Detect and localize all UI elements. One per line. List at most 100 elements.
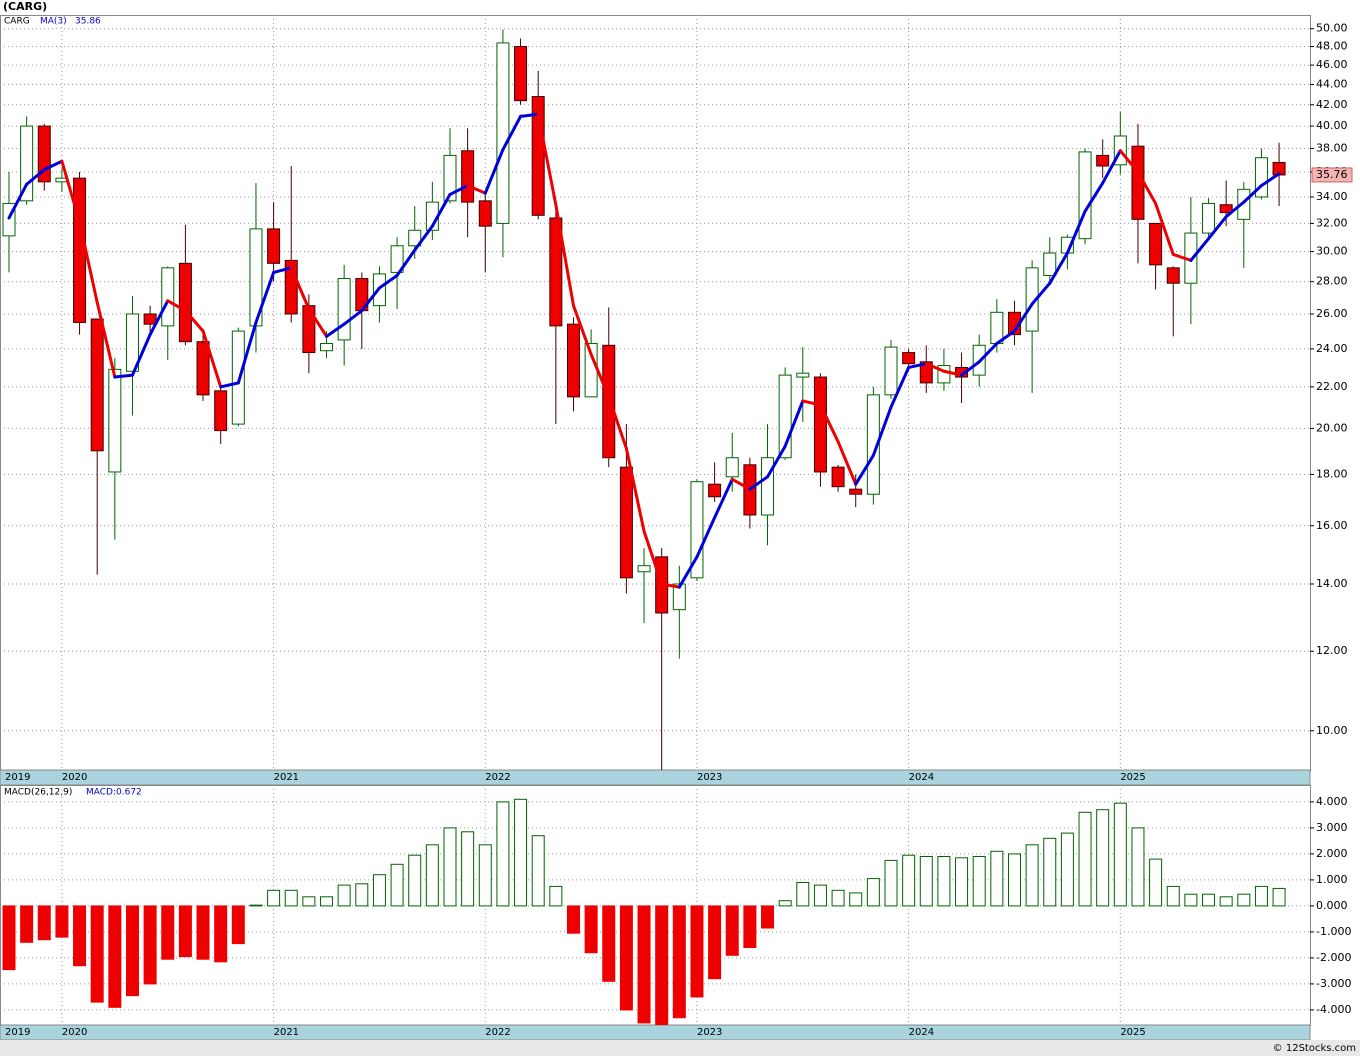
ma-segment	[307, 307, 329, 338]
macd-bar	[813, 884, 827, 907]
macd-bar	[602, 905, 616, 982]
ma-segment	[642, 529, 664, 586]
ma-segment	[148, 299, 170, 337]
x-tick-label: 2023	[697, 772, 722, 783]
candle-body	[443, 154, 457, 202]
macd-bar	[514, 798, 528, 907]
macd-bar	[1078, 811, 1092, 907]
last-price-box	[1311, 167, 1353, 183]
macd-bar	[778, 900, 792, 907]
macd-bar	[725, 905, 739, 956]
candle-body	[708, 483, 722, 498]
macd-bar	[955, 857, 969, 907]
y-tick-label: 28.00	[1316, 275, 1348, 288]
y-tick-label: 46.00	[1316, 58, 1348, 71]
y-tick-label: -2.000	[1316, 951, 1351, 964]
candle-body	[549, 217, 563, 327]
ma-segment	[519, 112, 540, 118]
macd-bar	[302, 896, 316, 907]
macd-bar	[55, 905, 69, 938]
macd-bar	[743, 905, 757, 949]
candle-body	[161, 267, 175, 327]
candle-body	[478, 200, 492, 227]
ma-segment	[7, 182, 29, 220]
y-tick-label: 50.00	[1316, 22, 1348, 35]
macd-bar	[161, 905, 175, 960]
macd-bar	[108, 905, 122, 1008]
ma-segment	[1189, 237, 1211, 262]
ma-segment	[907, 362, 928, 369]
candle-body	[1237, 188, 1251, 220]
y-tick-label: 34.00	[1316, 190, 1348, 203]
ma-segment	[1065, 209, 1087, 255]
macd-bar	[320, 896, 334, 907]
macd-bar	[549, 885, 563, 907]
macd-bar	[20, 905, 34, 943]
ma-segment	[1101, 149, 1122, 185]
ma-segment	[1136, 170, 1158, 205]
macd-bar	[390, 863, 404, 907]
ma-segment	[501, 114, 523, 152]
ma-segment	[413, 224, 434, 252]
ma-segment	[360, 286, 381, 313]
y-tick-label: 3.000	[1316, 821, 1348, 834]
macd-bar	[355, 883, 369, 907]
macd-bar	[1060, 832, 1074, 907]
ma-segment	[1030, 281, 1052, 306]
y-tick-label: 4.000	[1316, 795, 1348, 808]
chart-title: (CARG)	[3, 0, 47, 13]
macd-bar	[73, 905, 87, 967]
candle-body	[1078, 151, 1092, 240]
ma-segment	[942, 369, 964, 377]
candle-body	[761, 457, 775, 516]
y-tick-label: 24.00	[1316, 342, 1348, 355]
x-tick-label: 2024	[909, 1027, 934, 1038]
ma-segment	[130, 333, 152, 377]
macd-bar	[1202, 893, 1216, 907]
ma-segment	[78, 220, 99, 304]
macd-label: MACD(26,12,9)	[4, 788, 72, 798]
macd-bar	[478, 844, 492, 907]
macd-bar	[125, 905, 139, 997]
y-tick-label: 16.00	[1316, 519, 1348, 532]
ma-segment	[836, 440, 858, 486]
ma-segment	[889, 365, 911, 409]
candle-body	[831, 466, 845, 488]
ma-segment	[395, 248, 417, 277]
legend-symbol: CARG	[4, 17, 30, 27]
x-tick-label: 2021	[274, 1027, 299, 1038]
y-tick-label: -4.000	[1316, 1003, 1351, 1016]
ma-segment	[42, 159, 64, 172]
macd-bar	[267, 889, 281, 907]
macd-bar	[655, 905, 669, 1025]
macd-bar	[1237, 893, 1251, 907]
x-tick-label: 2021	[274, 772, 299, 783]
candle-body	[214, 390, 228, 432]
y-tick-label: 14.00	[1316, 577, 1348, 590]
macd-bar	[866, 878, 880, 907]
macd-bar	[425, 844, 439, 907]
candle-body	[320, 342, 334, 352]
candle-body	[514, 46, 528, 102]
macd-bar	[831, 889, 845, 907]
candle-body	[884, 346, 898, 396]
y-tick-label: 30.00	[1316, 245, 1348, 258]
ma-segment	[554, 203, 575, 308]
macd-last: MACD:0.672	[86, 788, 142, 798]
candle-body	[813, 376, 827, 473]
y-tick-label: 22.00	[1316, 380, 1348, 393]
macd-bar	[214, 905, 228, 963]
y-tick-label: 20.00	[1316, 421, 1348, 434]
ma-segment	[325, 322, 346, 338]
x-tick-label: 2024	[909, 772, 934, 783]
ma-segment	[1154, 201, 1175, 256]
year-band	[0, 1024, 1311, 1041]
macd-bar	[990, 850, 1004, 907]
candle-body	[178, 262, 192, 343]
ma-segment	[430, 192, 452, 228]
x-tick-label: 2020	[62, 772, 87, 783]
macd-bar	[231, 905, 245, 945]
candle-body	[125, 313, 139, 372]
macd-bar	[1166, 885, 1180, 907]
candle-body	[90, 318, 104, 452]
